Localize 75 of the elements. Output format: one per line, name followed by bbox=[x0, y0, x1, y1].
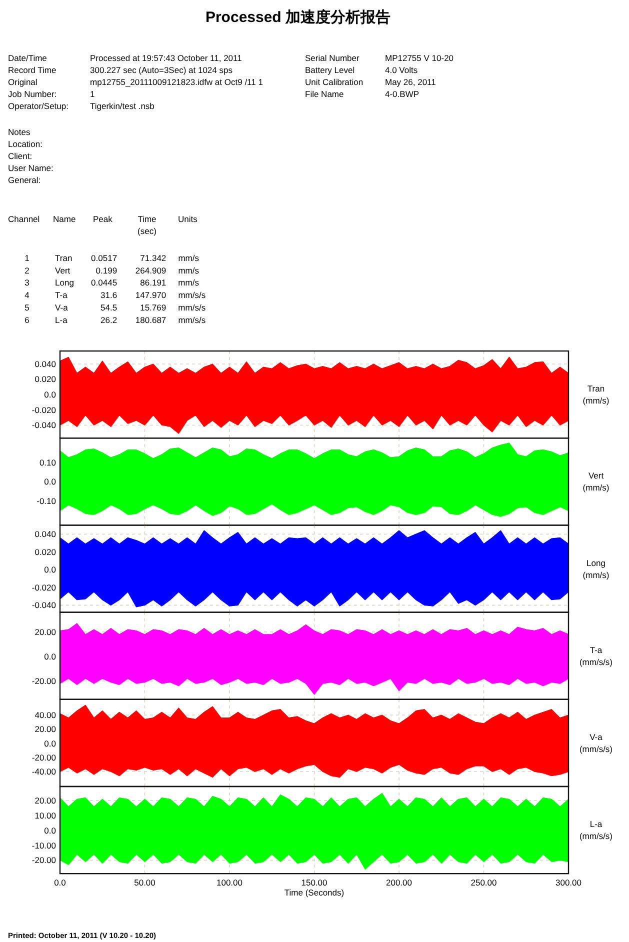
x-tick-label: 0.0 bbox=[54, 878, 66, 888]
x-tick-label: 150.00 bbox=[301, 878, 328, 888]
text: 1 bbox=[90, 89, 95, 99]
text: 4.0 Volts bbox=[385, 65, 418, 75]
text: User Name: bbox=[8, 163, 54, 173]
text: 6 L-a 26.2 180.687 mm/s/s bbox=[24, 314, 206, 325]
text: MP12755 V 10-20 bbox=[385, 53, 454, 63]
y-axis-title: V-a (mm/s/s) bbox=[579, 732, 613, 754]
y-tick-label: 0.020 bbox=[34, 374, 56, 384]
y-tick-label: -0.020 bbox=[32, 404, 56, 415]
y-tick-label: 0.020 bbox=[34, 546, 56, 557]
text: Notes bbox=[8, 127, 30, 137]
x-tick-label: 300.00 bbox=[556, 878, 582, 888]
y-tick-label: 40.00 bbox=[34, 710, 56, 720]
y-tick-label: -0.040 bbox=[32, 600, 56, 610]
y-tick-label: -20.00 bbox=[32, 855, 56, 866]
text: General: bbox=[8, 175, 41, 185]
x-tick-label: 100.00 bbox=[216, 878, 243, 888]
y-axis-title: T-a (mm/s/s) bbox=[579, 644, 613, 667]
y-tick-label: 0.10 bbox=[39, 457, 56, 468]
y-tick-label: 20.00 bbox=[34, 796, 56, 806]
text: Operator/Setup: bbox=[8, 101, 68, 111]
y-tick-label: 20.00 bbox=[34, 626, 56, 637]
text: 2 Vert 0.199 264.909 mm/s bbox=[24, 265, 200, 276]
y-tick-label: 0.040 bbox=[34, 358, 56, 369]
y-axis-title: L-a (mm/s/s) bbox=[579, 819, 613, 842]
text: 1 Tran 0.0517 71.342 mm/s bbox=[24, 253, 200, 263]
text: Units bbox=[178, 214, 198, 224]
text: Client: bbox=[8, 151, 32, 161]
y-tick-label: 0.0 bbox=[44, 738, 56, 748]
x-axis-title: Time (Seconds) bbox=[284, 888, 344, 898]
text: 4-0.BWP bbox=[385, 89, 420, 99]
y-tick-label: -0.040 bbox=[32, 420, 56, 430]
y-tick-label: 0.0 bbox=[44, 564, 56, 575]
text: Battery Level bbox=[305, 65, 355, 75]
y-tick-label: -20.00 bbox=[32, 752, 56, 762]
text: Original bbox=[8, 77, 38, 87]
y-tick-label: 0.0 bbox=[44, 476, 56, 487]
text: Peak bbox=[93, 214, 114, 224]
text: File Name bbox=[305, 89, 344, 99]
text: Serial Number bbox=[305, 53, 360, 63]
x-tick-label: 200.00 bbox=[386, 878, 412, 888]
y-tick-label: -0.10 bbox=[36, 496, 56, 506]
text: Job Number: bbox=[8, 89, 57, 99]
y-tick-label: 0.0 bbox=[44, 651, 56, 662]
y-tick-label: -40.00 bbox=[32, 766, 56, 777]
text: 5 V-a 54.5 15.769 mm/s/s bbox=[24, 302, 206, 312]
text: 300.227 sec (Auto=3Sec) at 1024 sps bbox=[90, 65, 232, 75]
text: Time (sec) bbox=[138, 214, 157, 236]
y-tick-label: 0.0 bbox=[44, 390, 56, 400]
text: 4 T-a 31.6 147.970 mm/s/s bbox=[24, 290, 206, 300]
y-axis-title: Long (mm/s) bbox=[582, 558, 610, 580]
text: Record Time bbox=[8, 65, 56, 75]
y-tick-label: 20.00 bbox=[34, 724, 56, 734]
text: Unit Calibration bbox=[305, 77, 364, 87]
text: Processed 加速度分析报告 bbox=[205, 8, 391, 26]
text: Processed at 19:57:43 October 11, 2011 bbox=[90, 53, 242, 63]
y-tick-label: -10.00 bbox=[32, 840, 56, 850]
y-tick-label: -0.020 bbox=[32, 582, 56, 592]
text: Date/Time bbox=[8, 53, 48, 63]
x-tick-label: 50.00 bbox=[134, 878, 156, 888]
text: Name bbox=[53, 214, 76, 224]
text: May 26, 2011 bbox=[385, 77, 436, 87]
y-axis-title: Vert (mm/s) bbox=[582, 470, 610, 493]
y-tick-label: 0.0 bbox=[44, 825, 56, 836]
y-tick-label: -20.00 bbox=[32, 676, 56, 686]
y-axis-title: Tran (mm/s) bbox=[582, 384, 610, 406]
text: Tigerkin/test .nsb bbox=[90, 101, 155, 111]
text: 3 Long 0.0445 86.191 mm/s bbox=[24, 278, 199, 288]
y-tick-label: 10.00 bbox=[34, 810, 56, 821]
text: Channel bbox=[8, 214, 40, 224]
text: mp12755_20111009121823.idfw at Oct9 /11 1 bbox=[90, 77, 264, 87]
x-tick-label: 250.00 bbox=[470, 878, 498, 888]
y-tick-label: 0.040 bbox=[34, 529, 56, 540]
text: Location: bbox=[8, 139, 42, 149]
